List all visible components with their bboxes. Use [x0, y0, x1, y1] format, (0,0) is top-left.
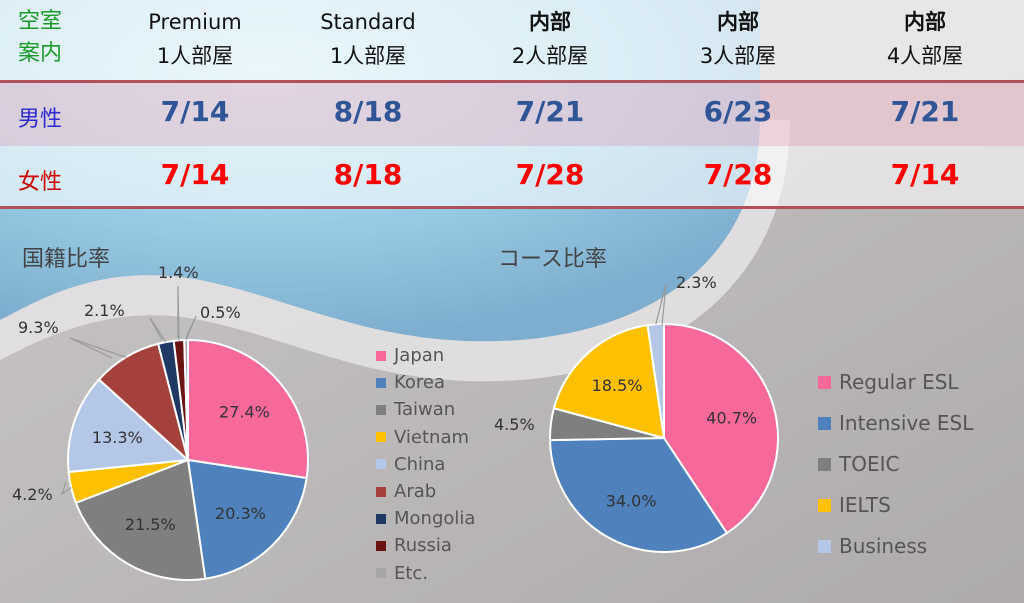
header-col-line1: 内部: [717, 10, 759, 34]
course-legend-item: Business: [818, 534, 927, 558]
course-chart-title: コース比率: [498, 247, 607, 272]
header-col-3person: 内部 3人部屋: [658, 5, 818, 73]
corner-label-line1: 空室: [18, 9, 63, 34]
nationality-legend-swatch: [376, 350, 386, 361]
course-legend-label: Intensive ESL: [839, 411, 974, 435]
header-col-2person: 内部 2人部屋: [470, 5, 630, 73]
course-legend-label: Regular ESL: [839, 370, 959, 394]
header-col-line1: Premium: [148, 10, 242, 34]
nationality-legend-swatch: [376, 404, 386, 415]
nationality-legend-swatch: [376, 486, 386, 497]
nationality-legend-item: Etc.: [376, 563, 428, 584]
nationality-legend-swatch: [376, 459, 386, 470]
female-value-premium: 7/14: [160, 158, 230, 191]
male-value-4person: 7/21: [890, 95, 960, 128]
header-col-line1: Standard: [320, 10, 416, 34]
course-legend-swatch: [818, 416, 831, 430]
nationality-legend-item: Korea: [376, 372, 445, 393]
header-col-line2: 1人部屋: [156, 44, 234, 68]
nationality-legend-swatch: [376, 377, 386, 388]
row-label-female: 女性: [18, 170, 63, 195]
nationality-legend-label: Korea: [394, 372, 446, 394]
nationality-legend-label: Arab: [394, 481, 437, 502]
nationality-legend-label: Russia: [394, 535, 452, 557]
nationality-legend-label: Japan: [394, 345, 445, 366]
header-col-line1: 内部: [529, 10, 571, 34]
nationality-legend-item: Taiwan: [376, 399, 455, 420]
course-legend-swatch: [818, 375, 831, 389]
nationality-legend-swatch: [376, 568, 386, 579]
nationality-legend-label: Vietnam: [394, 426, 470, 448]
nationality-legend-item: Russia: [376, 535, 452, 556]
nationality-legend-item: Arab: [376, 481, 436, 502]
header-col-4person: 内部 4人部屋: [845, 5, 1005, 73]
course-legend-swatch: [818, 498, 831, 512]
header-col-line1: 内部: [904, 10, 946, 34]
female-value-2person: 7/28: [515, 158, 585, 191]
course-legend-label: IELTS: [839, 493, 891, 517]
nationality-legend-swatch: [376, 513, 386, 524]
course-legend-item: IELTS: [818, 493, 891, 517]
header-col-line2: 4人部屋: [886, 44, 964, 68]
course-legend-swatch: [818, 457, 831, 471]
male-value-3person: 6/23: [703, 95, 773, 128]
nationality-legend-item: Japan: [376, 345, 444, 366]
course-legend-label: TOEIC: [839, 452, 900, 476]
course-legend-item: TOEIC: [818, 452, 899, 476]
nationality-legend-label: China: [394, 453, 446, 475]
nationality-legend-swatch: [376, 432, 386, 443]
course-legend-swatch: [818, 539, 831, 553]
nationality-legend-label: Mongolia: [394, 508, 476, 530]
nationality-legend-swatch: [376, 540, 386, 551]
nationality-legend-item: Vietnam: [376, 427, 469, 448]
nationality-legend-label: Etc.: [394, 562, 429, 584]
nationality-legend-label: Taiwan: [394, 399, 456, 421]
header-col-line2: 1人部屋: [329, 44, 407, 68]
course-legend-item: Regular ESL: [818, 370, 959, 394]
male-value-premium: 7/14: [160, 95, 230, 128]
nationality-legend-item: China: [376, 454, 445, 475]
header-col-line2: 2人部屋: [511, 44, 589, 68]
female-value-4person: 7/14: [890, 158, 960, 191]
corner-label: 空室 案内: [18, 6, 62, 70]
corner-label-line2: 案内: [18, 41, 63, 66]
female-value-standard: 8/18: [333, 158, 403, 191]
nationality-chart-title: 国籍比率: [22, 247, 111, 272]
female-value-3person: 7/28: [703, 158, 773, 191]
course-legend-item: Intensive ESL: [818, 411, 973, 435]
header-col-line2: 3人部屋: [699, 44, 777, 68]
row-label-male: 男性: [18, 107, 63, 132]
header-col-standard: Standard 1人部屋: [288, 5, 448, 73]
male-value-standard: 8/18: [333, 95, 403, 128]
male-value-2person: 7/21: [515, 95, 585, 128]
course-legend-label: Business: [839, 534, 928, 558]
nationality-legend-item: Mongolia: [376, 508, 475, 529]
header-col-premium: Premium 1人部屋: [115, 5, 275, 73]
